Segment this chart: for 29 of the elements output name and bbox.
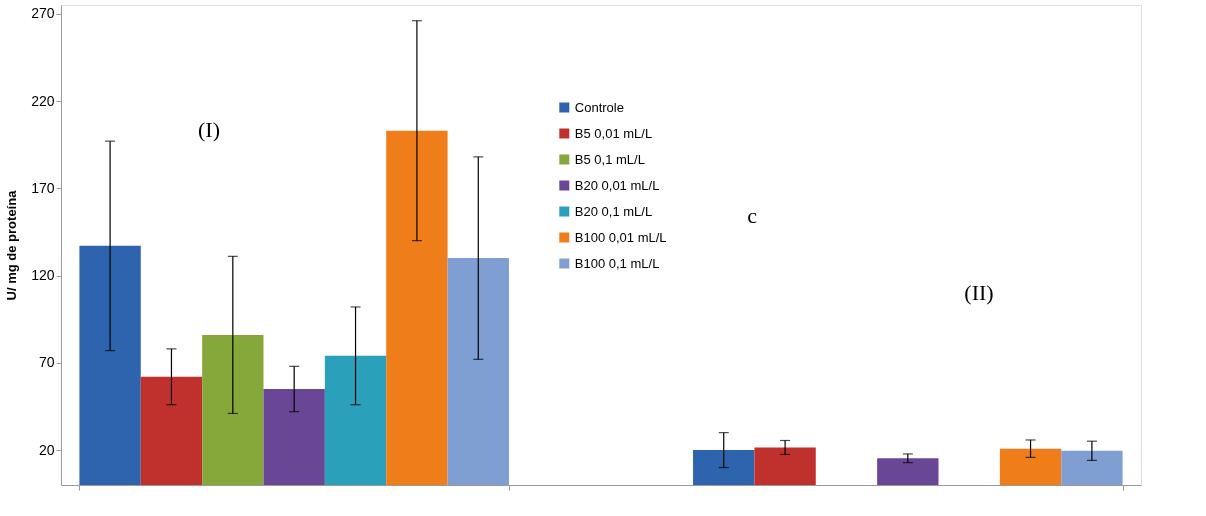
bar	[202, 334, 264, 485]
annotation: (II)	[964, 280, 994, 305]
legend-label: B20 0,1 mL/L	[574, 203, 653, 219]
legend-label: Controle	[574, 99, 624, 115]
bar	[447, 258, 509, 485]
bar	[324, 355, 387, 485]
legend-label: B20 0,01 mL/L	[574, 177, 660, 193]
y-axis-title: U/ mg de proteína	[4, 189, 20, 301]
y-tick-label: 120	[31, 267, 55, 284]
bar	[1061, 450, 1123, 485]
bar	[140, 376, 203, 485]
bar	[877, 458, 939, 485]
annotation: c	[747, 203, 758, 229]
bar	[999, 448, 1062, 485]
y-tick-label: 270	[31, 5, 55, 22]
bar	[693, 450, 755, 485]
y-tick-label: 70	[38, 354, 55, 371]
annotation: (I)	[197, 116, 220, 142]
bar	[79, 245, 141, 485]
bar	[754, 447, 816, 485]
bar	[386, 130, 448, 485]
legend-label: B100 0,01 mL/L	[574, 229, 667, 245]
legend-label: B100 0,1 mL/L	[574, 255, 660, 271]
y-tick-label: 170	[31, 179, 55, 196]
legend-label: B5 0,01 mL/L	[574, 125, 653, 141]
bar	[263, 389, 325, 485]
y-tick-label: 220	[31, 92, 55, 109]
y-tick-label: 20	[38, 441, 55, 458]
legend-label: B5 0,1 mL/L	[574, 151, 645, 167]
